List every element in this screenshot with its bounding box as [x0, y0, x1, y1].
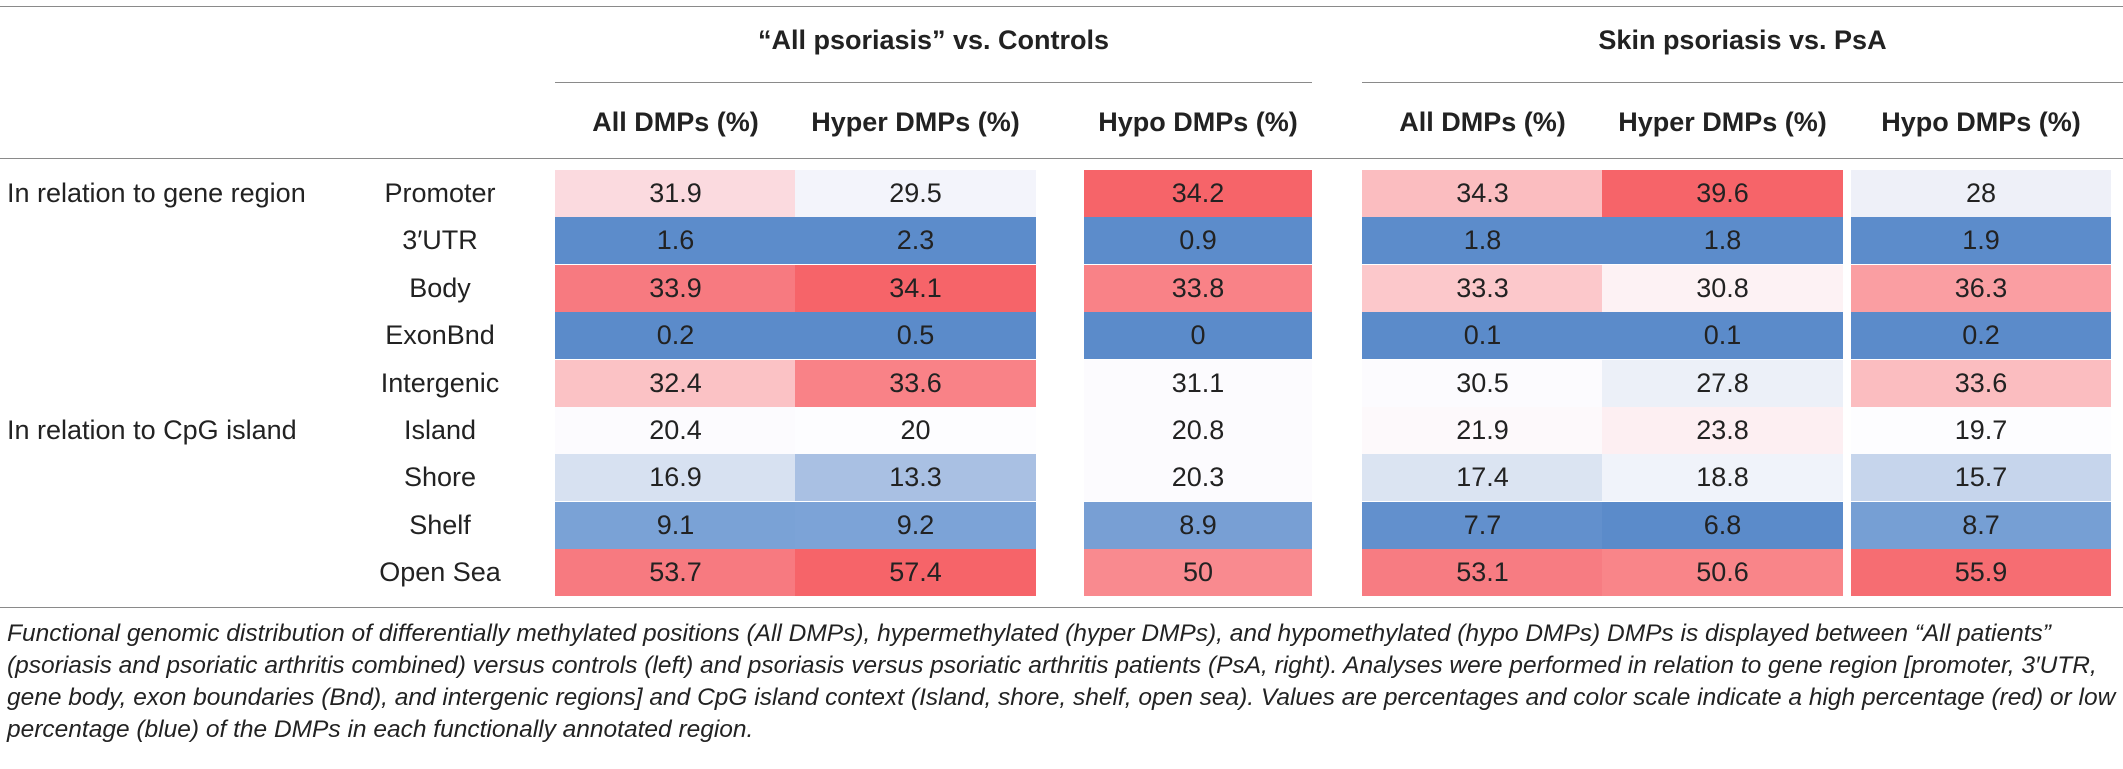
row-label: 3′UTR — [402, 225, 478, 256]
table-cell: 1.6 — [555, 217, 796, 265]
table-cell: 55.9 — [1851, 549, 2111, 597]
row-label: Shelf — [409, 509, 471, 540]
table-cell: 19.7 — [1851, 407, 2111, 454]
table-cell: 8.9 — [1084, 501, 1312, 549]
table-cell: 50 — [1084, 549, 1312, 597]
row-label: Promoter — [384, 178, 496, 208]
table-cell: 50.6 — [1602, 549, 1843, 597]
column-header-5: Hypo DMPs (%) — [1881, 107, 2081, 137]
table-cell: 16.9 — [555, 454, 796, 502]
table-cell: 57.4 — [795, 549, 1036, 597]
table-cell: 8.7 — [1851, 501, 2111, 549]
category-gene-region: In relation to gene region — [7, 178, 306, 208]
column-header-4: Hyper DMPs (%) — [1618, 107, 1827, 137]
table-cell: 1.8 — [1362, 217, 1603, 265]
table-cell: 39.6 — [1602, 170, 1843, 217]
group-rule-left — [555, 82, 1312, 83]
table-cell: 9.2 — [795, 501, 1036, 549]
table-cell: 1.8 — [1602, 217, 1843, 265]
table-cell: 15.7 — [1851, 454, 2111, 502]
table-cell: 0.2 — [555, 312, 796, 360]
group-title-right: Skin psoriasis vs. PsA — [1598, 25, 1887, 55]
row-label: Island — [403, 415, 477, 445]
group-rule-right — [1362, 82, 2123, 83]
header-rule — [0, 158, 2123, 159]
table-cell: 17.4 — [1362, 454, 1603, 502]
column-header-2: Hypo DMPs (%) — [1098, 107, 1298, 137]
category-cpg-island: In relation to CpG island — [7, 415, 297, 445]
table-caption: Functional genomic distribution of diffe… — [7, 620, 2116, 743]
table-cell: 33.9 — [555, 264, 796, 312]
table-cell: 0 — [1084, 312, 1312, 360]
table-cell: 20.4 — [555, 407, 796, 454]
bottom-rule — [0, 607, 2123, 608]
table-cell: 30.8 — [1602, 264, 1843, 312]
table-cell: 33.6 — [795, 359, 1036, 407]
table-cell: 1.9 — [1851, 217, 2111, 265]
group-title-left: “All psoriasis” vs. Controls — [757, 25, 1110, 55]
table-cell: 20.8 — [1084, 407, 1312, 454]
table-cell: 7.7 — [1362, 501, 1603, 549]
table-cell: 2.3 — [795, 217, 1036, 265]
column-header-3: All DMPs (%) — [1399, 107, 1566, 137]
table-cell: 21.9 — [1362, 407, 1603, 454]
row-label: ExonBnd — [385, 320, 495, 351]
table-cell: 0.9 — [1084, 217, 1312, 265]
table-cell: 30.5 — [1362, 359, 1603, 407]
table-cell: 34.1 — [795, 264, 1036, 312]
table-cell: 29.5 — [795, 170, 1036, 217]
table-cell: 36.3 — [1851, 264, 2111, 312]
table-cell: 33.3 — [1362, 264, 1603, 312]
table-cell: 20 — [795, 407, 1036, 454]
table-cell: 31.9 — [555, 170, 796, 217]
table-cell: 28 — [1851, 170, 2111, 217]
row-label: Intergenic — [380, 367, 500, 398]
table-cell: 0.5 — [795, 312, 1036, 360]
column-header-0: All DMPs (%) — [592, 107, 759, 137]
table-cell: 34.3 — [1362, 170, 1603, 217]
top-rule — [0, 6, 2123, 7]
row-label: Shore — [403, 462, 477, 493]
table-cell: 27.8 — [1602, 359, 1843, 407]
table-cell: 31.1 — [1084, 359, 1312, 407]
table-cell: 6.8 — [1602, 501, 1843, 549]
table-cell: 23.8 — [1602, 407, 1843, 454]
table-cell: 33.6 — [1851, 359, 2111, 407]
table-cell: 34.2 — [1084, 170, 1312, 217]
table-cell: 32.4 — [555, 359, 796, 407]
row-label: Body — [409, 272, 471, 303]
table-cell: 9.1 — [555, 501, 796, 549]
table-cell: 33.8 — [1084, 264, 1312, 312]
table-cell: 0.1 — [1602, 312, 1843, 360]
row-label: Open Sea — [379, 557, 501, 588]
column-header-1: Hyper DMPs (%) — [811, 107, 1020, 137]
table-cell: 53.7 — [555, 549, 796, 597]
table-cell: 0.1 — [1362, 312, 1603, 360]
table-cell: 53.1 — [1362, 549, 1603, 597]
table-cell: 13.3 — [795, 454, 1036, 502]
table-cell: 18.8 — [1602, 454, 1843, 502]
table-cell: 20.3 — [1084, 454, 1312, 502]
table-cell: 0.2 — [1851, 312, 2111, 360]
